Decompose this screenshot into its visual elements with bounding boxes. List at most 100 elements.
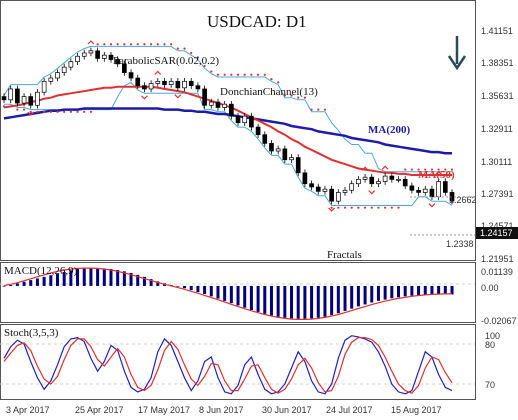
y-tick: 1.35631 [481, 91, 514, 101]
psar-point [123, 43, 126, 46]
psar-point [297, 96, 300, 99]
psar-point [56, 110, 59, 113]
macd-histogram-bar [9, 284, 13, 286]
y-tick: 1.41151 [481, 26, 513, 36]
ma50-line [3, 85, 452, 176]
psar-point [116, 43, 119, 46]
psar-point [404, 168, 407, 171]
candle-body [95, 50, 100, 59]
macd-histogram-bar [397, 285, 401, 298]
stoch-y-tick: 70 [485, 380, 495, 390]
psar-point [363, 206, 367, 209]
psar-point [103, 43, 106, 46]
psar-point [156, 43, 159, 46]
macd-histogram-bar [437, 285, 441, 295]
candle-body [429, 188, 435, 198]
psar-point [43, 110, 46, 113]
psar-point [2, 105, 6, 108]
psar-point [430, 168, 434, 171]
macd-histogram-bar [216, 285, 220, 299]
macd-histogram-bar [229, 285, 233, 304]
psar-point [16, 108, 19, 111]
candle-body [436, 181, 441, 198]
macd-histogram-bar [102, 268, 106, 286]
psar-point [143, 43, 146, 46]
candle-body [88, 50, 94, 54]
ma200-label: MA(200) [368, 124, 410, 136]
psar-point [317, 108, 320, 111]
macd-histogram-bar [410, 285, 414, 296]
macd-signal-line [3, 267, 452, 320]
psar-point [390, 206, 393, 209]
stoch-d-line [3, 337, 453, 394]
psar-point [250, 73, 253, 76]
y-tick: 1.38351 [481, 58, 514, 68]
level-high-label: 1.2662 [449, 195, 477, 205]
fractal-down-marker [27, 111, 35, 116]
candle-body [175, 80, 181, 89]
macd-histogram-bar [403, 285, 407, 297]
macd-histogram-bar [430, 285, 434, 295]
psar-point [36, 110, 39, 113]
psar-point [129, 43, 133, 46]
psar-point [343, 206, 347, 209]
candle-body [148, 83, 154, 90]
psar-point [190, 51, 193, 55]
psar-point [69, 110, 72, 113]
candle-body [215, 101, 221, 108]
psar-point [270, 78, 273, 81]
candle-body [382, 175, 388, 182]
candle-body [195, 85, 201, 90]
candle-body [115, 59, 120, 65]
x-tick: 25 Apr 2017 [75, 405, 124, 415]
macd-histogram-bar [450, 285, 454, 295]
macd-histogram-bar [196, 285, 200, 293]
donchian-upper-line [3, 45, 452, 173]
chart-title: USDCAD: D1 [207, 12, 307, 31]
candle-body [289, 157, 294, 161]
macd-histogram-bar [136, 274, 140, 286]
candle-body [329, 188, 334, 202]
psar-point [283, 94, 286, 97]
macd-y-tick: 0.00 [481, 283, 499, 293]
macd-histogram-bar [129, 272, 133, 286]
main-panel-frame [0, 0, 476, 261]
candle-body [396, 179, 401, 181]
psar-point [150, 43, 153, 46]
macd-histogram-bar [303, 285, 307, 319]
psar-point [410, 168, 413, 171]
macd-histogram-bar [183, 285, 187, 289]
psar-point [350, 206, 353, 209]
candle-body [21, 96, 27, 104]
candle-body [28, 96, 34, 106]
candle-body [275, 148, 281, 152]
main-y-ticks: 1.41151 1.38351 1.35631 1.32911 1.30111 … [481, 26, 514, 264]
fractal-up-marker [87, 40, 95, 45]
psar-point [9, 105, 12, 108]
psar-point [96, 43, 99, 46]
macd-histogram-bar [116, 270, 120, 286]
candle-body [108, 54, 114, 60]
macd-histogram-bar [55, 273, 59, 286]
fractal-up-marker [154, 70, 162, 75]
macd-histogram-bar [96, 268, 100, 286]
psar-point [323, 108, 327, 111]
current-price-box [476, 227, 518, 239]
psar-point [230, 73, 233, 76]
candle-body [128, 72, 134, 79]
macd-histogram-bar [89, 268, 93, 286]
macd-histogram-bar [149, 279, 153, 286]
macd-histogram-bar [2, 285, 6, 287]
psar-point [310, 108, 313, 111]
macd-histogram-bar [296, 285, 300, 319]
macd-histogram-bar [203, 285, 207, 295]
candle-body [15, 88, 20, 104]
fractal-down-marker [140, 95, 148, 100]
macd-histogram-bar [69, 270, 73, 286]
psar-point [89, 110, 93, 113]
stoch-k-line [3, 335, 453, 395]
psar-point [196, 56, 200, 59]
candle-body [269, 143, 274, 152]
level-low-label: 1.2338 [446, 239, 474, 249]
stoch-series-layer [3, 335, 453, 395]
